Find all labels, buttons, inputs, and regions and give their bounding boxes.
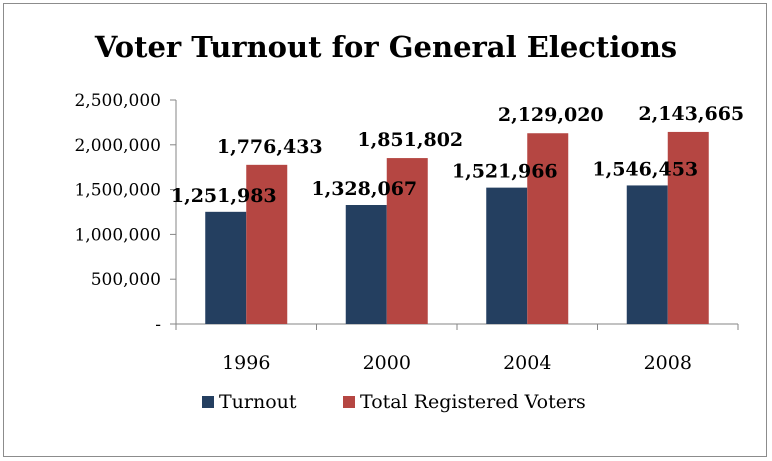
legend-swatch [202, 396, 214, 408]
y-tick-label: 2,000,000 [74, 136, 161, 156]
x-tick-label: 2008 [644, 352, 692, 374]
y-tick-label: 2,500,000 [74, 91, 161, 111]
x-tick-label: 1996 [222, 352, 270, 374]
data-label: 2,143,665 [638, 103, 744, 125]
bar-total-registered-voters-2000 [386, 158, 428, 324]
x-tick-label: 2004 [503, 352, 551, 374]
chart-axes: - 500,000 1,000,000 1,500,000 2,000,000 2,500… [74, 91, 739, 374]
bar-turnout-2000 [345, 205, 387, 324]
legend-label: Turnout [219, 391, 297, 413]
y-tick-label: - [155, 315, 161, 335]
chart-bars [205, 131, 709, 324]
bar-turnout-1996 [205, 211, 247, 324]
data-label: 1,521,966 [452, 161, 558, 183]
data-label: 1,851,802 [357, 129, 463, 151]
x-tick-label: 2000 [363, 352, 411, 374]
legend-label: Total Registered Voters [360, 391, 586, 413]
data-label: 1,328,067 [311, 178, 417, 200]
data-label: 1,546,453 [592, 158, 698, 180]
bar-total-registered-voters-2004 [527, 133, 569, 324]
bar-total-registered-voters-2008 [667, 131, 709, 324]
y-tick-label: 1,500,000 [74, 181, 161, 201]
chart-title: Voter Turnout for General Elections [94, 30, 677, 64]
bar-turnout-2008 [626, 185, 668, 324]
data-label: 1,251,983 [171, 185, 277, 207]
data-labels: 1,251,983 1,776,433 1,328,067 1,851,802 1,52… [171, 103, 744, 207]
y-tick-label: 1,000,000 [74, 225, 161, 245]
bar-turnout-2004 [486, 187, 528, 324]
data-label: 2,129,020 [498, 104, 604, 126]
bar-total-registered-voters-1996 [246, 164, 288, 324]
y-tick-label: 500,000 [91, 270, 161, 290]
legend-swatch [343, 396, 355, 408]
chart-legend: Turnout Total Registered Voters [202, 391, 586, 413]
data-label: 1,776,433 [217, 136, 323, 158]
